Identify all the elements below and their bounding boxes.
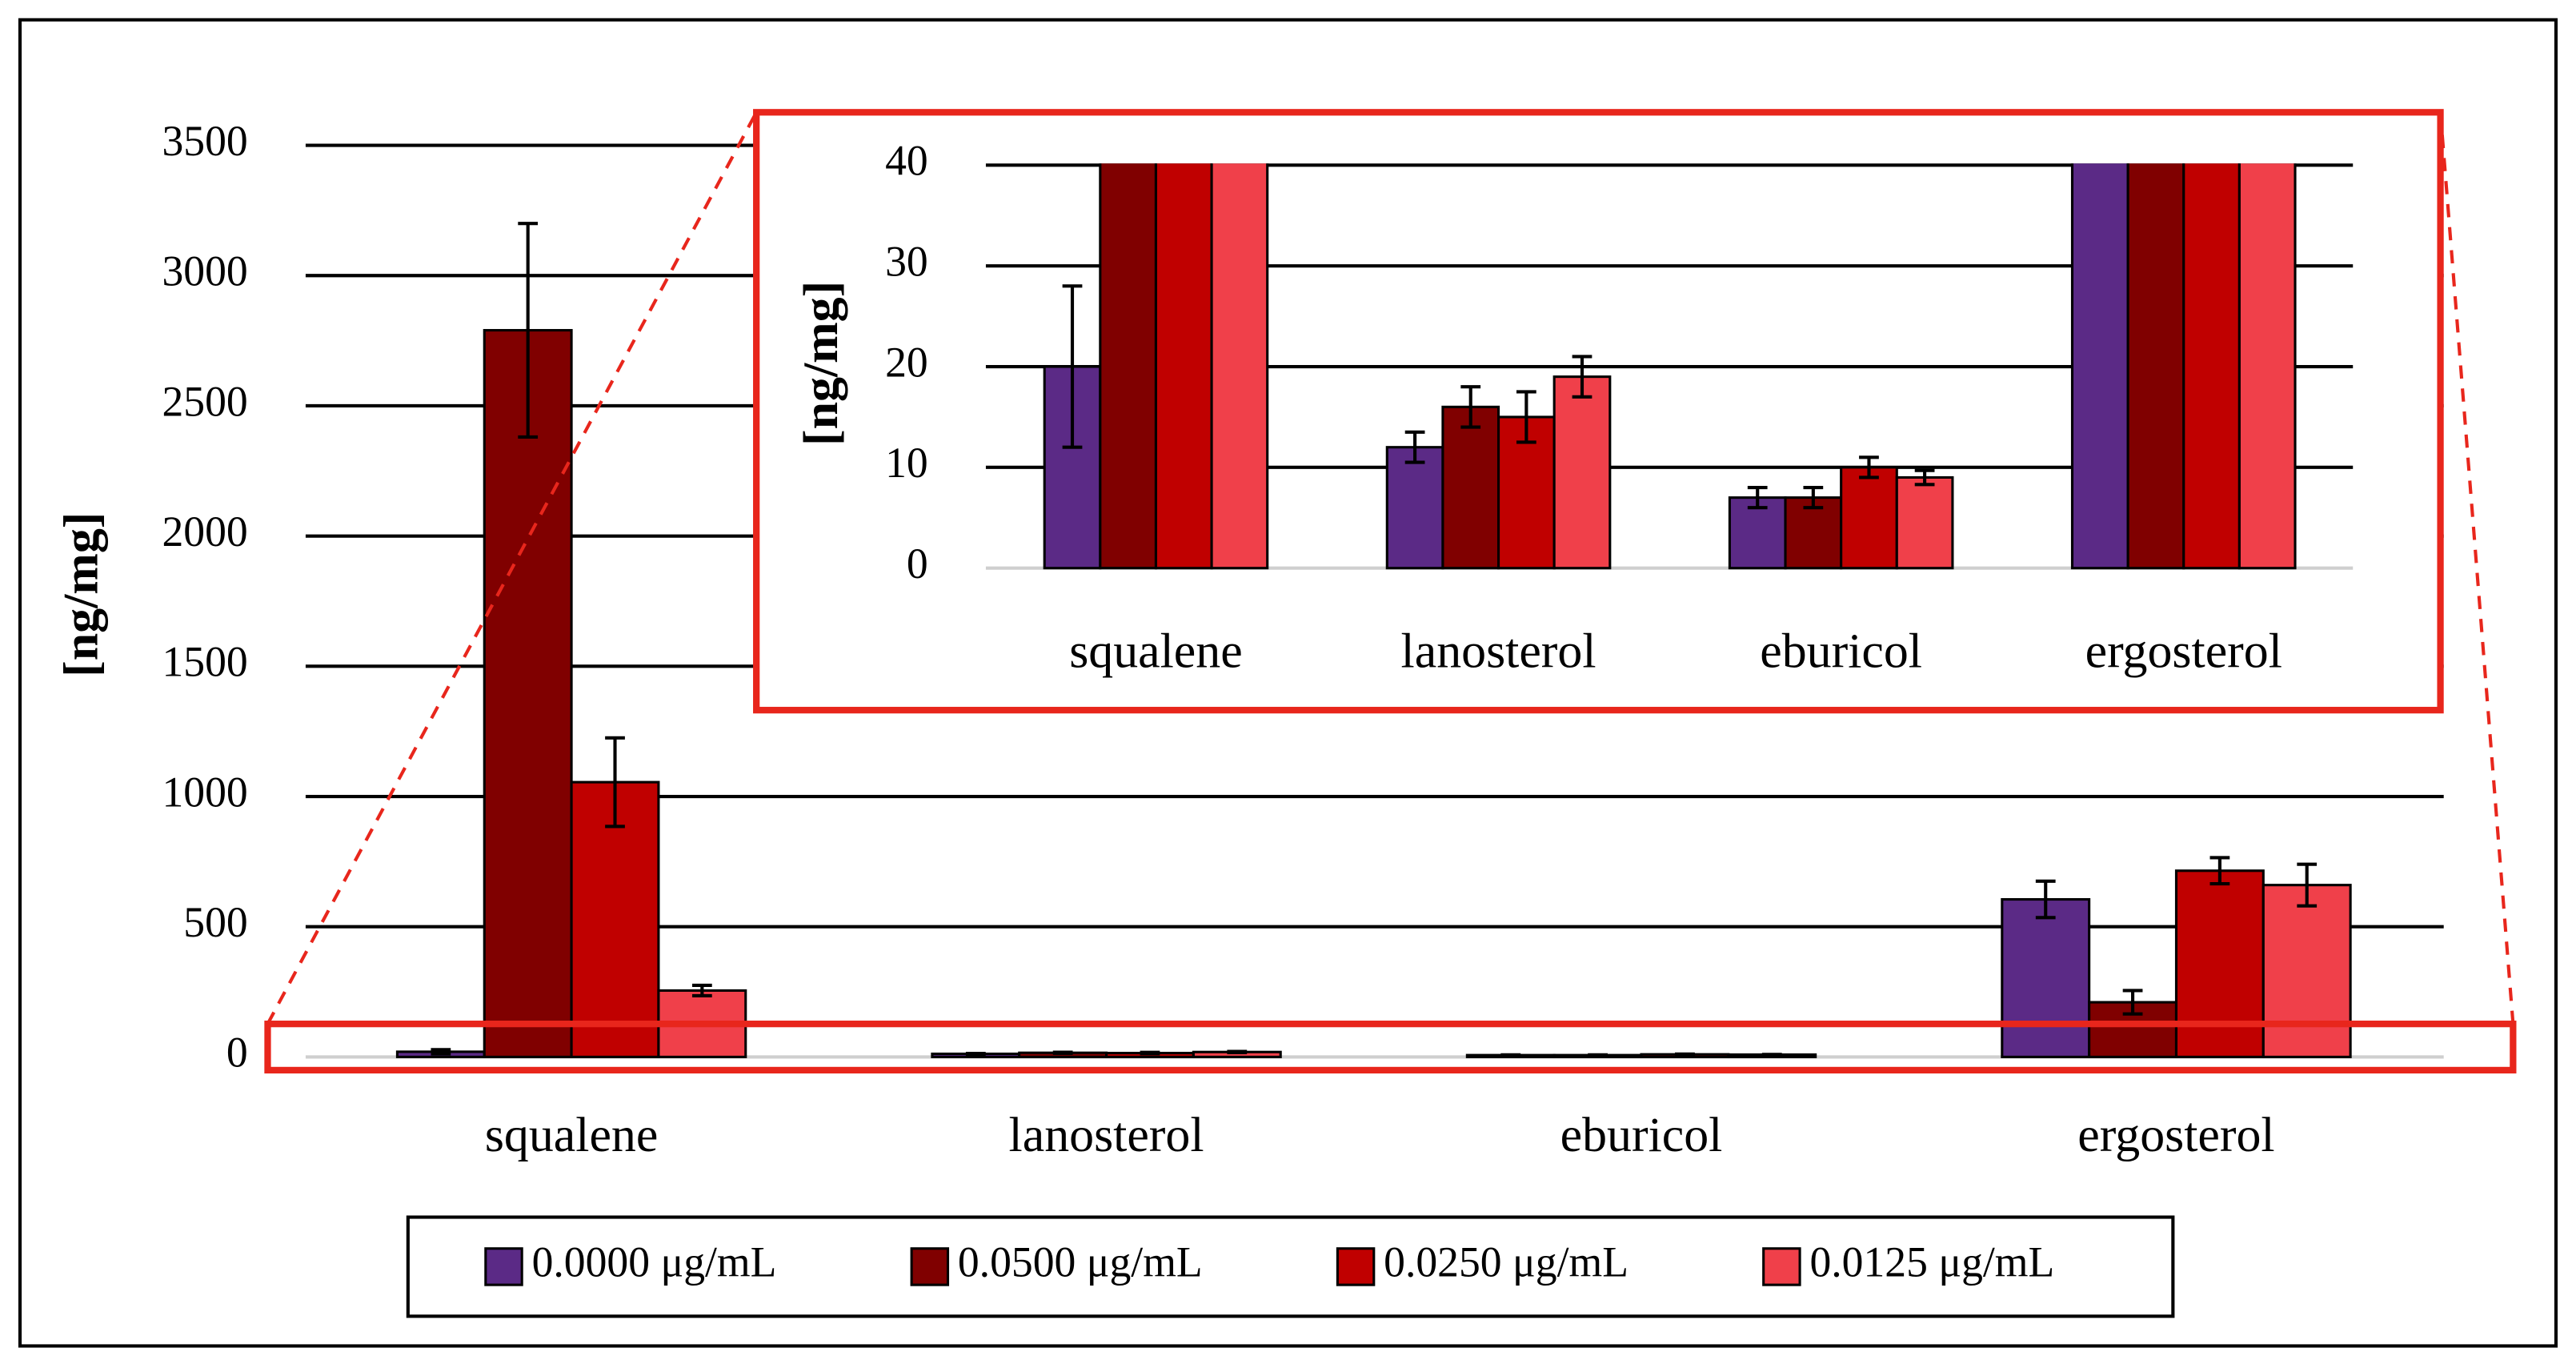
error-bar: [1140, 1050, 1160, 1056]
bar: [2070, 163, 2129, 570]
error-bar: [691, 983, 712, 998]
error-bar: [1516, 390, 1536, 444]
y-tick-label: 3000: [162, 247, 247, 295]
main-chart: 0 500 1000 1500 2000 2500 3000 3500 [ng/mg] squal…: [54, 117, 2444, 1318]
error-bar: [605, 736, 625, 828]
error-bar: [1675, 1052, 1695, 1057]
x-tick-label: lanosterol: [1009, 1108, 1204, 1162]
bar: [1385, 446, 1444, 570]
x-tick-label: squalene: [485, 1108, 658, 1162]
error-bar: [1404, 430, 1425, 464]
legend-label: 0.0500 μg/mL: [958, 1238, 1203, 1286]
y-tick-label: 2500: [162, 377, 247, 425]
bar: [2001, 898, 2091, 1058]
bar: [1441, 405, 1500, 570]
error-bar: [431, 1048, 451, 1056]
bar: [1895, 475, 1954, 570]
bar: [1210, 163, 1269, 570]
bar: [1552, 375, 1612, 570]
legend-swatch: [484, 1247, 523, 1286]
y-tick-label: 3500: [162, 117, 247, 165]
error-bar: [2035, 879, 2056, 920]
error-bar: [1460, 385, 1481, 429]
y-tick-label: 500: [183, 898, 247, 946]
error-bar: [1572, 355, 1592, 399]
bar: [2182, 163, 2241, 570]
error-bar: [2122, 989, 2143, 1016]
zoom-region: [264, 1021, 2517, 1074]
bar: [1728, 496, 1787, 570]
y-tick-label: 40: [885, 137, 928, 185]
bar: [2174, 869, 2265, 1058]
y-tick-label: 10: [885, 439, 928, 487]
x-tick-label: ergosterol: [2077, 1108, 2274, 1162]
error-bar: [965, 1051, 986, 1057]
error-bar: [1859, 455, 1879, 479]
error-bar: [1062, 284, 1083, 449]
bar: [1840, 466, 1898, 570]
x-tick-label: eburicol: [1760, 624, 1922, 678]
y-tick-label: 0: [907, 540, 928, 588]
y-tick-label: 2000: [162, 507, 247, 556]
legend-label: 0.0125 μg/mL: [1809, 1238, 2054, 1286]
x-tick-label: squalene: [1069, 624, 1242, 678]
inset-chart: 0 10 20 30 40 [ng/mg] squalene lanosterol eburic…: [794, 137, 2354, 678]
error-bar: [2297, 862, 2318, 908]
error-bar: [1914, 468, 1935, 487]
x-tick-label: lanosterol: [1401, 624, 1596, 678]
bar: [1099, 163, 1157, 570]
bar: [2262, 884, 2352, 1058]
error-bar: [1803, 485, 1824, 510]
bar: [2237, 163, 2297, 570]
x-tick-label: ergosterol: [2085, 624, 2282, 678]
y-tick-label: 1500: [162, 638, 247, 686]
bar: [1154, 163, 1213, 570]
bars: [1043, 163, 2297, 570]
y-axis-label: [ng/mg]: [794, 281, 848, 446]
error-bar: [2209, 856, 2230, 886]
y-tick-label: 30: [885, 237, 928, 285]
y-axis-label: [ng/mg]: [54, 512, 109, 677]
legend-swatch: [910, 1247, 950, 1286]
error-bar: [1747, 485, 1768, 510]
error-bar: [1588, 1053, 1608, 1057]
legend-label: 0.0000 μg/mL: [532, 1238, 777, 1286]
y-tick-label: 0: [226, 1029, 248, 1077]
error-bar: [1500, 1053, 1521, 1057]
legend-swatch: [1336, 1247, 1376, 1286]
legend-box: [406, 1215, 2175, 1318]
legend-swatch: [1762, 1247, 1801, 1286]
bar: [483, 329, 573, 1058]
zoom-line: [266, 111, 758, 1025]
error-bar: [518, 222, 539, 439]
x-tick-label: eburicol: [1560, 1108, 1723, 1162]
bar: [2126, 163, 2185, 570]
legend-label: 0.0250 μg/mL: [1384, 1238, 1629, 1286]
y-tick-label: 20: [885, 338, 928, 386]
y-tick-label: 1000: [162, 768, 247, 816]
error-bar: [1227, 1049, 1248, 1054]
